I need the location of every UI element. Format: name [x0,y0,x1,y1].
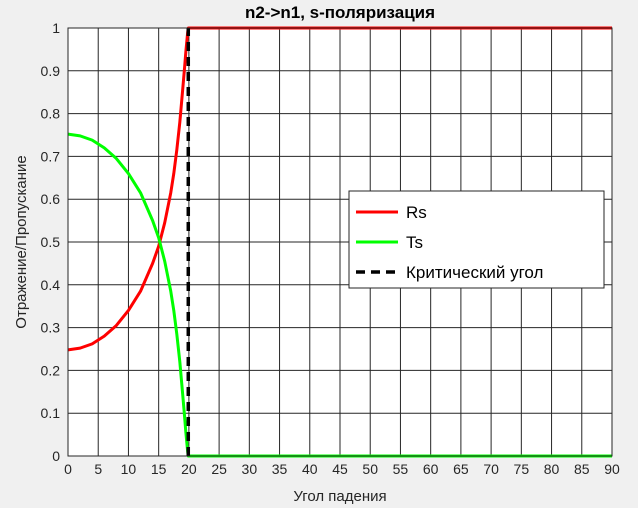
x-tick-label: 75 [514,461,530,477]
x-tick-label: 15 [151,461,167,477]
y-tick-label: 0.3 [41,320,61,336]
y-tick-label: 0.2 [41,362,61,378]
y-axis-label: Отражение/Пропускание [13,155,30,328]
y-tick-label: 0.5 [41,234,61,250]
x-tick-label: 50 [362,461,378,477]
y-tick-label: 0.6 [41,191,61,207]
y-tick-label: 1 [52,20,60,36]
legend-label: Rs [406,203,427,222]
x-tick-label: 20 [181,461,197,477]
x-tick-label: 35 [272,461,288,477]
x-tick-label: 90 [604,461,620,477]
y-tick-label: 0.8 [41,106,61,122]
x-tick-label: 45 [332,461,348,477]
y-tick-label: 0.7 [41,148,61,164]
legend: Rs Ts Критический угол [348,190,605,289]
x-tick-label: 70 [483,461,499,477]
legend-label: Ts [406,233,423,252]
chart-title: n2->n1, s-поляризация [245,3,435,22]
plot-box [67,27,613,457]
x-tick-label: 85 [574,461,590,477]
x-tick-label: 25 [211,461,227,477]
y-tick-label: 0.4 [41,277,61,293]
legend-label: Критический угол [406,263,543,282]
x-tick-label: 5 [94,461,102,477]
x-tick-label: 65 [453,461,469,477]
x-tick-label: 10 [121,461,137,477]
x-tick-label: 30 [242,461,258,477]
x-tick-label: 55 [393,461,409,477]
y-tick-labels: 0 0.1 0.2 0.3 0.4 0.5 0.6 0.7 0.8 0.9 1 [41,20,61,464]
x-axis-label: Угол падения [293,488,386,505]
y-tick-label: 0 [52,448,60,464]
x-tick-labels: 0 5 10 15 20 25 30 35 40 45 50 55 60 65 70 75 80 85 90 [64,461,620,477]
y-tick-label: 0.9 [41,63,61,79]
x-tick-label: 60 [423,461,439,477]
x-tick-label: 0 [64,461,72,477]
x-tick-label: 40 [302,461,318,477]
y-tick-label: 0.1 [41,405,61,421]
x-tick-label: 80 [544,461,560,477]
